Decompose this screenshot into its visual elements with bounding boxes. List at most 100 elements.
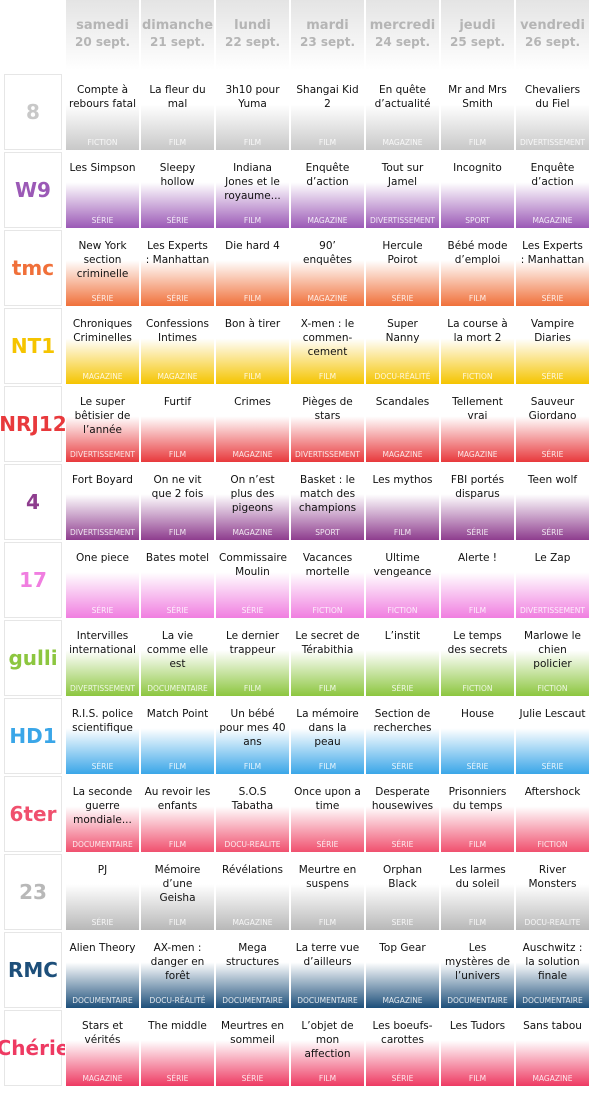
program-cell[interactable]: Le Zap DIVERTISSEMENT xyxy=(515,542,589,618)
program-cell[interactable]: On ne vit que 2 fois FILM xyxy=(140,464,214,540)
program-cell[interactable]: Aftershock FICTION xyxy=(515,776,589,852)
program-cell[interactable]: Pièges de stars DIVERTISSEMENT xyxy=(290,386,364,462)
program-cell[interactable]: Le dernier trappeur FILM xyxy=(215,620,289,696)
program-cell[interactable]: Bon à tirer FILM xyxy=(215,308,289,384)
program-cell[interactable]: Crimes MAGAZINE xyxy=(215,386,289,462)
program-cell[interactable]: L’objet de mon affection FILM xyxy=(290,1010,364,1086)
program-cell[interactable]: Sleepy hollow SÉRIE xyxy=(140,152,214,228)
program-cell[interactable]: Marlowe le chien policier FICTION xyxy=(515,620,589,696)
program-cell[interactable]: Sauveur Giordano SÉRIE xyxy=(515,386,589,462)
program-cell[interactable]: S.O.S Tabatha DOCU-REALITE xyxy=(215,776,289,852)
program-cell[interactable]: Top Gear MAGAZINE xyxy=(365,932,439,1008)
program-cell[interactable]: Indiana Jones et le royaume... FILM xyxy=(215,152,289,228)
program-cell[interactable]: En quête d’actualité MAGAZINE xyxy=(365,74,439,150)
program-cell[interactable]: Scandales MAGAZINE xyxy=(365,386,439,462)
program-cell[interactable]: Le secret de Térabithia FILM xyxy=(290,620,364,696)
day-date: 26 sept. xyxy=(524,35,581,49)
program-cell[interactable]: Mega structures DOCUMENTAIRE xyxy=(215,932,289,1008)
program-cell[interactable]: Furtif FILM xyxy=(140,386,214,462)
program-cell[interactable]: Les larmes du soleil FILM xyxy=(440,854,514,930)
program-cell[interactable]: Once upon a time SÉRIE xyxy=(290,776,364,852)
program-cell[interactable]: Ultime vengeance FICTION xyxy=(365,542,439,618)
program-title: Section de recherches xyxy=(373,708,432,734)
program-cell[interactable]: Chevaliers du Fiel DIVERTISSEMENT xyxy=(515,74,589,150)
program-cell[interactable]: L’instit SÉRIE xyxy=(365,620,439,696)
program-cell[interactable]: Les Experts : Manhattan SÉRIE xyxy=(515,230,589,306)
program-cell[interactable]: One piece SÉRIE xyxy=(65,542,139,618)
program-title: Die hard 4 xyxy=(225,240,280,252)
program-cell[interactable]: On n’est plus des pigeons MAGAZINE xyxy=(215,464,289,540)
program-cell[interactable]: Le temps des secrets FICTION xyxy=(440,620,514,696)
program-cell[interactable]: PJ SÉRIE xyxy=(65,854,139,930)
program-cell[interactable]: House SÉRIE xyxy=(440,698,514,774)
program-cell[interactable]: R.I.S. police scientifique SÉRIE xyxy=(65,698,139,774)
program-cell[interactable]: Desperate housewives SÉRIE xyxy=(365,776,439,852)
program-title: AX-men : danger en forêt xyxy=(150,942,205,982)
program-cell[interactable]: Les Tudors FILM xyxy=(440,1010,514,1086)
program-cell[interactable]: 3h10 pour Yuma FILM xyxy=(215,74,289,150)
program-cell[interactable]: Alerte ! FILM xyxy=(440,542,514,618)
program-title: Commissaire Moulin xyxy=(219,552,287,578)
program-cell[interactable]: La mémoire dans la peau FILM xyxy=(290,698,364,774)
program-cell[interactable]: River Monsters DOCU-REALITE xyxy=(515,854,589,930)
program-cell[interactable]: Orphan Black SERIE xyxy=(365,854,439,930)
program-cell[interactable]: Bates motel SÉRIE xyxy=(140,542,214,618)
program-cell[interactable]: Fort Boyard DIVERTISSEMENT xyxy=(65,464,139,540)
program-cell[interactable]: Le super bêtisier de l’année DIVERTISSEME… xyxy=(65,386,139,462)
program-cell[interactable]: Match Point FILM xyxy=(140,698,214,774)
program-cell[interactable]: Révélations MAGAZINE xyxy=(215,854,289,930)
program-cell[interactable]: La seconde guerre mondiale... DOCUMENTAIR… xyxy=(65,776,139,852)
program-cell[interactable]: La vie comme elle est DOCUMENTAIRE xyxy=(140,620,214,696)
program-cell[interactable]: Prisonniers du temps FILM xyxy=(440,776,514,852)
program-cell[interactable]: X-men : le commen-cement FILM xyxy=(290,308,364,384)
program-cell[interactable]: Confessions Intimes MAGAZINE xyxy=(140,308,214,384)
program-cell[interactable]: Les Simpson SÉRIE xyxy=(65,152,139,228)
program-cell[interactable]: Enquête d’action MAGAZINE xyxy=(290,152,364,228)
program-cell[interactable]: Tellement vrai MAGAZINE xyxy=(440,386,514,462)
program-cell[interactable]: La course à la mort 2 FICTION xyxy=(440,308,514,384)
program-cell[interactable]: Tout sur Jamel DIVERTISSEMENT xyxy=(365,152,439,228)
program-cell[interactable]: La fleur du mal FILM xyxy=(140,74,214,150)
program-cell[interactable]: Les Experts : Manhattan SÉRIE xyxy=(140,230,214,306)
program-title: Marlowe le chien policier xyxy=(524,630,581,670)
program-cell[interactable]: Bébé mode d’emploi FILM xyxy=(440,230,514,306)
program-cell[interactable]: Enquête d’action MAGAZINE xyxy=(515,152,589,228)
program-cell[interactable]: Commissaire Moulin SÉRIE xyxy=(215,542,289,618)
program-cell[interactable]: Shangai Kid 2 FILM xyxy=(290,74,364,150)
program-cell[interactable]: Basket : le match des champions SPORT xyxy=(290,464,364,540)
program-cell[interactable]: Incognito SPORT xyxy=(440,152,514,228)
program-cell[interactable]: Compte à rebours fatal FICTION xyxy=(65,74,139,150)
program-cell[interactable]: Auschwitz : la solution finale DOCUMENTAI… xyxy=(515,932,589,1008)
program-cell[interactable]: La terre vue d’ailleurs DOCUMENTAIRE xyxy=(290,932,364,1008)
program-cell[interactable]: Les mystères de l’univers DOCUMENTAIRE xyxy=(440,932,514,1008)
program-cell[interactable]: Meurtres en sommeil SÉRIE xyxy=(215,1010,289,1086)
program-cell[interactable]: Section de recherches SÉRIE xyxy=(365,698,439,774)
program-cell[interactable]: Mr and Mrs Smith FILM xyxy=(440,74,514,150)
program-cell[interactable]: Intervilles international DIVERTISSEMENT xyxy=(65,620,139,696)
program-cell[interactable]: Sans tabou MAGAZINE xyxy=(515,1010,589,1086)
program-cell[interactable]: New York section criminelle SÉRIE xyxy=(65,230,139,306)
program-cell[interactable]: Meurtre en suspens FILM xyxy=(290,854,364,930)
program-cell[interactable]: Julie Lescaut SÉRIE xyxy=(515,698,589,774)
program-cell[interactable]: 90’ enquêtes MAGAZINE xyxy=(290,230,364,306)
program-cell[interactable]: Hercule Poirot SÉRIE xyxy=(365,230,439,306)
program-cell[interactable]: Die hard 4 FILM xyxy=(215,230,289,306)
program-cell[interactable]: Mémoire d’une Geisha FILM xyxy=(140,854,214,930)
program-cell[interactable]: Vacances mortelle FICTION xyxy=(290,542,364,618)
program-cell[interactable]: Teen wolf SÉRIE xyxy=(515,464,589,540)
program-title: La mémoire dans la peau xyxy=(296,708,359,748)
program-cell[interactable]: Stars et vérités MAGAZINE xyxy=(65,1010,139,1086)
program-genre: MAGAZINE xyxy=(382,138,423,147)
program-cell[interactable]: Au revoir les enfants FILM xyxy=(140,776,214,852)
program-cell[interactable]: Chroniques Criminelles MAGAZINE xyxy=(65,308,139,384)
program-cell[interactable]: FBI portés disparus SÉRIE xyxy=(440,464,514,540)
program-cell[interactable]: Super Nanny DOCU-RÉALITÉ xyxy=(365,308,439,384)
program-cell[interactable]: Vampire Diaries SÉRIE xyxy=(515,308,589,384)
program-genre: MAGAZINE xyxy=(307,294,348,303)
program-cell[interactable]: Les mythos FILM xyxy=(365,464,439,540)
program-cell[interactable]: AX-men : danger en forêt DOCU-RÉALITÉ xyxy=(140,932,214,1008)
program-cell[interactable]: Alien Theory DOCUMENTAIRE xyxy=(65,932,139,1008)
program-cell[interactable]: Les boeufs-carottes SÉRIE xyxy=(365,1010,439,1086)
program-cell[interactable]: Un bébé pour mes 40 ans FILM xyxy=(215,698,289,774)
program-cell[interactable]: The middle SÉRIE xyxy=(140,1010,214,1086)
